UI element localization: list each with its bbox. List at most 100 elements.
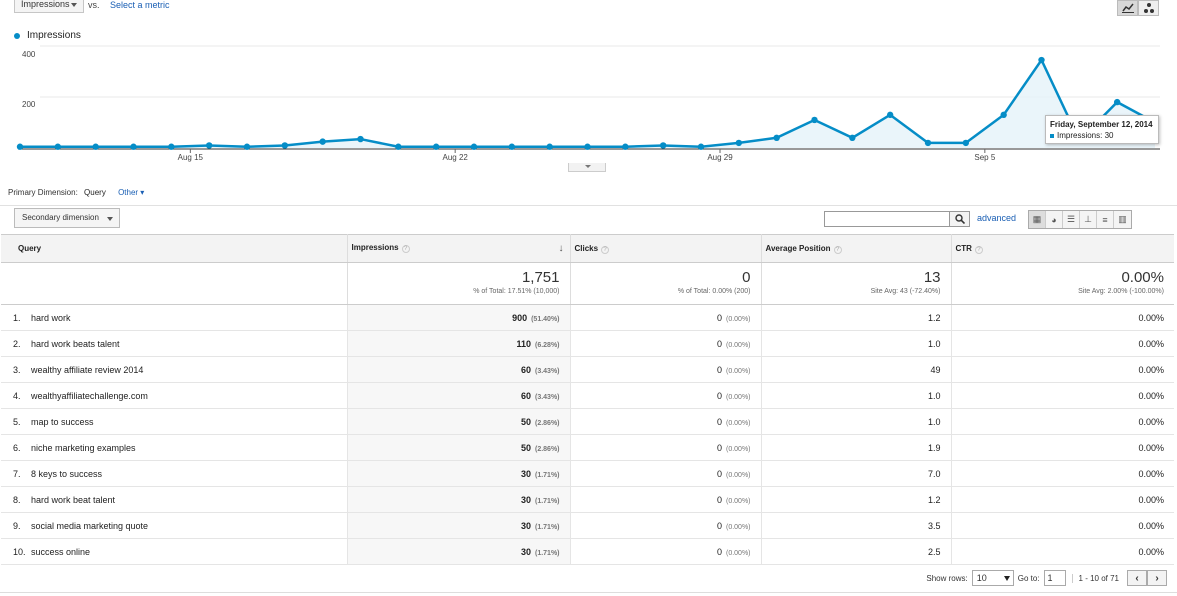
table-row[interactable]: 7. 8 keys to success 30 (1.71%) 0 (0.00%) 7.0 0… [1, 460, 1174, 487]
x-tick-label: Aug 29 [707, 153, 733, 162]
query-cell[interactable]: 4. wealthyaffiliatechallenge.com [1, 382, 348, 409]
query-text[interactable]: hard work [31, 312, 71, 323]
tooltip-series-swatch [1050, 133, 1054, 138]
term-cloud-icon[interactable]: ≡ [1097, 211, 1114, 228]
comparison-icon[interactable]: ⊥ [1080, 211, 1097, 228]
table-row[interactable]: 9. social media marketing quote 30 (1.71%) 0… [1, 512, 1174, 539]
data-point[interactable] [773, 134, 780, 141]
data-point[interactable] [1038, 56, 1045, 64]
data-point[interactable] [395, 143, 402, 150]
data-point[interactable] [849, 134, 856, 141]
data-point[interactable] [659, 142, 667, 149]
help-icon[interactable]: ? [601, 245, 610, 254]
divider [0, 592, 1177, 593]
data-point[interactable] [1113, 98, 1121, 106]
col-header-avg-position[interactable]: Average Position? [761, 234, 952, 263]
data-point[interactable] [886, 111, 894, 119]
query-cell[interactable]: 8. hard work beat talent [1, 486, 348, 513]
data-point[interactable] [357, 135, 364, 143]
show-rows-select[interactable]: 10 [971, 570, 1014, 586]
query-text[interactable]: social media marketing quote [31, 520, 149, 531]
data-point[interactable] [508, 143, 516, 150]
chart-legend: Impressions [14, 30, 81, 41]
secondary-dimension-label: Secondary dimension [22, 213, 99, 222]
table-row[interactable]: 1. hard work 900 (51.40%) 0 (0.00%) 1.2 0.00% [1, 304, 1174, 331]
advanced-filter-link[interactable]: advanced [977, 213, 1017, 223]
pie-icon[interactable]: ◕ [1046, 211, 1063, 228]
avg-position-cell: 49 [761, 356, 952, 383]
data-point[interactable] [54, 143, 62, 150]
query-text[interactable]: hard work beat talent [31, 494, 116, 505]
data-point[interactable] [16, 143, 24, 150]
query-cell[interactable]: 3. wealthy affiliate review 2014 [1, 356, 348, 383]
query-cell[interactable]: 1. hard work [1, 304, 348, 331]
data-point[interactable] [470, 143, 478, 150]
help-icon[interactable]: ? [974, 245, 983, 254]
query-text[interactable]: niche marketing examples [31, 442, 136, 453]
metric-selector[interactable]: Impressions [14, 0, 84, 13]
table-row[interactable]: 8. hard work beat talent 30 (1.71%) 0 (0.00%)… [1, 486, 1174, 513]
query-cell[interactable]: 6. niche marketing examples [1, 434, 348, 461]
table-row[interactable]: 10. success online 30 (1.71%) 0 (0.00%) 2.5 0.0… [1, 538, 1174, 565]
table-filter-input[interactable] [824, 211, 950, 227]
goto-label: Go to: [1017, 573, 1040, 583]
query-cell[interactable]: 7. 8 keys to success [1, 460, 348, 487]
data-point[interactable] [924, 139, 932, 147]
data-point[interactable] [811, 116, 818, 124]
line-chart-icon[interactable] [1117, 0, 1138, 16]
secondary-dimension-dropdown[interactable]: Secondary dimension [14, 208, 120, 228]
data-point[interactable] [168, 143, 175, 150]
goto-input[interactable]: 1 [1043, 570, 1066, 586]
sort-desc-icon[interactable]: ↓ [558, 243, 564, 254]
query-text[interactable]: success online [31, 546, 91, 557]
table-row[interactable]: 2. hard work beats talent 110 (6.28%) 0 (0.00… [1, 330, 1174, 357]
data-point[interactable] [281, 142, 289, 149]
data-point[interactable] [243, 143, 251, 150]
motion-chart-icon[interactable] [1138, 0, 1159, 16]
data-point[interactable] [962, 139, 970, 147]
data-point[interactable] [319, 138, 326, 145]
col-header-clicks[interactable]: Clicks? [570, 234, 762, 263]
data-point[interactable] [92, 143, 99, 150]
data-point[interactable] [205, 142, 213, 149]
help-icon[interactable]: ? [833, 245, 842, 254]
data-point[interactable] [584, 143, 591, 150]
col-header-impressions[interactable]: Impressions? ↓ [347, 234, 571, 263]
query-text[interactable]: map to success [31, 416, 94, 427]
impressions-cell: 30 (1.71%) [347, 512, 571, 539]
query-cell[interactable]: 2. hard work beats talent [1, 330, 348, 357]
data-point[interactable] [130, 143, 137, 150]
dimension-other[interactable]: Other ▾ [118, 188, 145, 197]
query-cell[interactable]: 10. success online [1, 538, 348, 565]
data-point[interactable] [697, 143, 705, 150]
dimension-query[interactable]: Query [84, 188, 106, 197]
query-cell[interactable]: 9. social media marketing quote [1, 512, 348, 539]
next-page-button[interactable]: › [1147, 570, 1167, 586]
table-row[interactable]: 4. wealthyaffiliatechallenge.com 60 (3.43%)… [1, 382, 1174, 409]
prev-page-button[interactable]: ‹ [1127, 570, 1147, 586]
search-icon[interactable] [950, 211, 970, 227]
query-cell[interactable]: 5. map to success [1, 408, 348, 435]
help-icon[interactable]: ? [401, 245, 410, 253]
query-text[interactable]: hard work beats talent [31, 338, 120, 349]
table-row[interactable]: 3. wealthy affiliate review 2014 60 (3.43%)… [1, 356, 1174, 383]
data-point[interactable] [1000, 111, 1007, 119]
pivot-icon[interactable]: ▥ [1114, 211, 1131, 228]
data-point[interactable] [546, 143, 553, 150]
performance-icon[interactable]: ☰ [1063, 211, 1080, 228]
chart-collapse-handle[interactable] [568, 163, 606, 172]
avg-position-cell: 7.0 [761, 460, 952, 487]
select-metric-link[interactable]: Select a metric [110, 0, 170, 10]
query-text[interactable]: wealthy affiliate review 2014 [31, 364, 144, 375]
table-row[interactable]: 6. niche marketing examples 50 (2.86%) 0 (0.0… [1, 434, 1174, 461]
vs-label: vs. [88, 0, 100, 10]
data-point[interactable] [432, 143, 440, 150]
data-point[interactable] [735, 139, 743, 147]
data-table-icon[interactable]: ▦ [1029, 211, 1046, 228]
col-header-ctr[interactable]: CTR? [951, 234, 1174, 263]
query-text[interactable]: wealthyaffiliatechallenge.com [31, 390, 148, 401]
col-header-query[interactable]: Query [1, 234, 348, 263]
data-point[interactable] [622, 143, 629, 150]
table-row[interactable]: 5. map to success 50 (2.86%) 0 (0.00%) 1.0 0.00… [1, 408, 1174, 435]
query-text[interactable]: 8 keys to success [31, 468, 103, 479]
